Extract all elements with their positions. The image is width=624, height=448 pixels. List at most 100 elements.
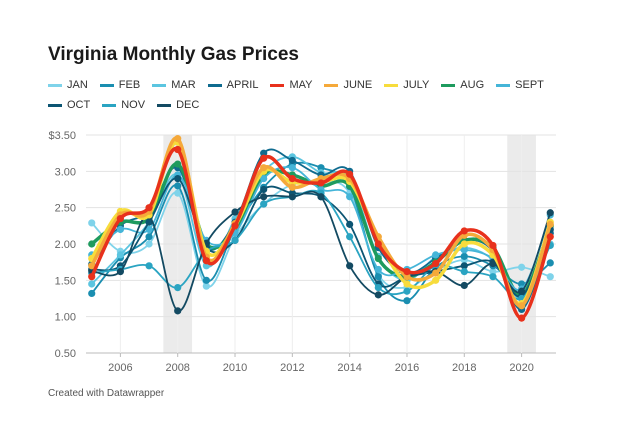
legend-label: NOV <box>121 99 146 111</box>
data-point-dec <box>546 209 554 217</box>
data-point-feb <box>317 164 325 172</box>
data-point-dec <box>518 287 526 295</box>
x-tick-label: 2016 <box>395 362 419 374</box>
y-tick-label: 1.00 <box>55 312 76 324</box>
data-point-may <box>460 227 468 235</box>
data-point-may <box>317 179 325 187</box>
data-point-dec <box>288 193 296 201</box>
data-point-oct <box>260 185 268 194</box>
data-point-oct <box>460 262 468 270</box>
data-point-jan <box>518 263 526 271</box>
legend-swatch <box>496 83 511 87</box>
data-point-feb <box>202 276 210 284</box>
legend-label: SEPT <box>515 79 544 91</box>
data-point-may <box>88 273 96 281</box>
legend-item-may: MAY <box>270 78 312 92</box>
legend-label: APRIL <box>226 79 259 91</box>
data-point-june <box>88 262 96 270</box>
data-point-nov <box>374 284 382 292</box>
data-point-may <box>231 222 239 230</box>
legend-swatch <box>157 103 172 107</box>
data-point-may <box>403 268 411 276</box>
data-point-sept <box>288 164 296 172</box>
x-tick-label: 2008 <box>165 362 189 374</box>
data-point-may <box>346 170 354 178</box>
y-tick-label: 3.00 <box>55 166 76 178</box>
data-point-nov <box>174 284 182 292</box>
legend-label: DEC <box>176 99 200 111</box>
legend-label: JULY <box>403 79 430 91</box>
data-point-jan <box>546 273 554 281</box>
data-point-dec <box>260 193 268 201</box>
data-point-dec <box>346 262 354 270</box>
x-tick-label: 2012 <box>280 362 304 374</box>
y-tick-label: 1.50 <box>55 275 76 287</box>
data-point-june <box>260 164 268 172</box>
data-point-jan <box>489 268 497 276</box>
data-point-dec <box>374 291 382 299</box>
legend-item-dec: DEC <box>157 98 199 112</box>
data-point-may <box>432 260 440 268</box>
legend-label: OCT <box>67 99 91 111</box>
data-point-june <box>546 220 554 228</box>
data-point-may <box>174 145 182 154</box>
data-point-nov <box>489 273 497 281</box>
data-point-aug <box>88 240 96 248</box>
legend-swatch <box>152 83 167 87</box>
data-point-july <box>460 240 468 248</box>
data-point-oct <box>145 218 153 226</box>
x-tick-label: 2018 <box>452 362 476 374</box>
legend-item-april: APRIL <box>207 78 259 92</box>
data-point-may <box>546 233 554 241</box>
legend-item-jan: JAN <box>48 78 88 92</box>
data-point-june <box>288 183 296 191</box>
legend-label: MAR <box>171 79 196 91</box>
data-point-april <box>288 156 296 165</box>
legend-swatch <box>99 83 114 87</box>
legend-item-mar: MAR <box>152 78 196 92</box>
y-tick-label: $3.50 <box>48 130 76 142</box>
legend-swatch <box>441 83 456 87</box>
legend-item-nov: NOV <box>102 98 145 112</box>
data-point-june <box>432 269 440 277</box>
data-point-sept <box>116 225 124 234</box>
data-point-feb <box>174 182 182 190</box>
data-point-oct <box>346 220 354 228</box>
data-point-june <box>174 135 182 143</box>
chart-title: Virginia Monthly Gas Prices <box>48 44 299 65</box>
data-point-sept <box>432 251 440 259</box>
legend-item-oct: OCT <box>48 98 90 112</box>
legend-label: JUNE <box>343 79 373 91</box>
data-point-feb <box>403 297 411 305</box>
data-point-sept <box>346 193 354 201</box>
data-point-may <box>489 241 497 250</box>
data-point-may <box>288 175 296 183</box>
data-point-mar <box>116 251 124 259</box>
legend-item-sept: SEPT <box>496 78 544 92</box>
data-point-nov <box>346 233 354 241</box>
data-point-july <box>403 280 411 288</box>
legend-item-july: JULY <box>384 78 429 92</box>
legend-item-feb: FEB <box>99 78 141 92</box>
data-point-may <box>145 204 153 212</box>
data-point-dec <box>174 307 182 315</box>
line-chart: $3.50 3.00 2.50 2.00 1.50 1.00 0.50 2006 2008 201… <box>48 130 556 374</box>
data-point-july <box>432 276 440 284</box>
data-point-mar <box>88 280 96 288</box>
data-point-feb <box>546 259 554 267</box>
x-tick-label: 2014 <box>337 362 361 374</box>
data-point-aug <box>174 160 182 168</box>
data-point-dec <box>489 260 497 268</box>
chart-legend: JAN FEB MAR APRIL MAY JUNE JULY AUG SEPT OCT NOV DE… <box>48 78 588 112</box>
legend-label: FEB <box>118 79 141 91</box>
data-point-feb <box>460 252 468 260</box>
data-point-nov <box>460 268 468 276</box>
data-point-aug <box>374 254 382 263</box>
data-point-jan <box>174 189 182 197</box>
legend-label: MAY <box>289 79 313 91</box>
footer-credit: Created with Datawrapper <box>48 388 165 399</box>
data-point-sept <box>460 246 468 254</box>
legend-item-aug: AUG <box>441 78 484 92</box>
data-point-dec <box>116 268 124 276</box>
data-point-nov <box>231 236 239 244</box>
